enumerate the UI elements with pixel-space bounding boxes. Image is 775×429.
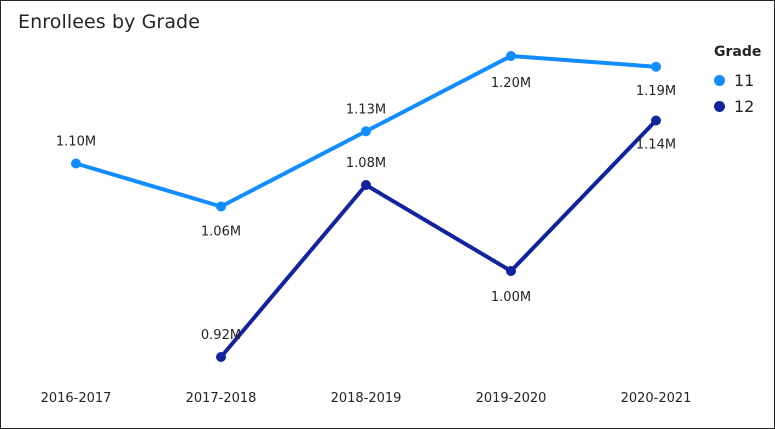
data-label: 1.00M [491, 290, 531, 305]
legend-marker-icon [714, 74, 725, 86]
data-point [651, 115, 661, 126]
data-label: 1.14M [636, 138, 676, 153]
data-label: 1.13M [346, 102, 386, 117]
x-tick-label: 2018-2019 [331, 391, 402, 406]
x-tick-label: 2020-2021 [621, 391, 692, 406]
legend-item-12[interactable]: 12 [714, 93, 761, 119]
data-point [361, 180, 371, 190]
data-label: 1.20M [491, 76, 531, 91]
data-label: 1.19M [636, 84, 676, 99]
legend-label: 11 [734, 70, 755, 90]
x-tick-label: 2017-2018 [186, 391, 257, 406]
data-point [216, 201, 226, 212]
data-point [651, 61, 661, 72]
data-label: 1.06M [201, 225, 241, 240]
data-label: 0.92M [201, 328, 241, 343]
chart-title: Enrollees by Grade [18, 11, 201, 33]
legend-label: 12 [734, 96, 755, 116]
data-label: 1.10M [56, 135, 96, 150]
x-tick-label: 2016-2017 [41, 391, 112, 406]
data-point [216, 352, 226, 362]
legend-marker-icon [714, 100, 725, 112]
series-line-12 [219, 118, 658, 359]
data-label: 1.08M [346, 156, 386, 171]
legend-item-11[interactable]: 11 [714, 67, 761, 93]
legend-title: Grade [714, 44, 762, 60]
data-point [506, 266, 516, 276]
data-point [506, 51, 516, 61]
data-point [361, 126, 371, 137]
data-point [71, 158, 81, 169]
x-tick-label: 2019-2020 [476, 391, 547, 406]
legend: Grade 11 12 [714, 44, 761, 119]
